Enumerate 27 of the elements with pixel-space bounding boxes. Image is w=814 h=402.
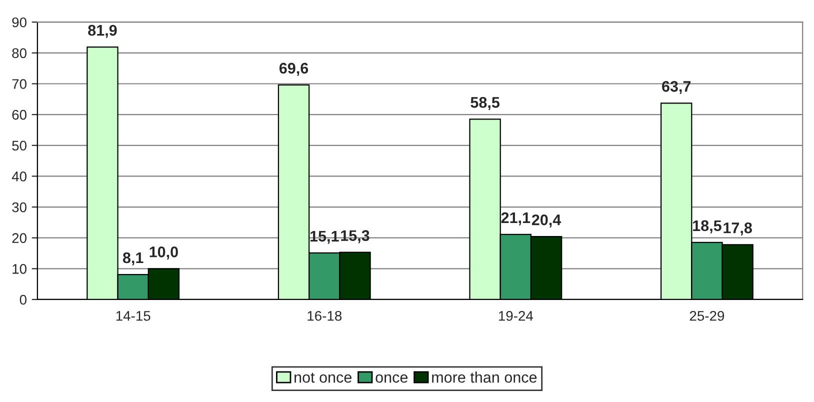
data-label: 58,5 [470,97,500,110]
data-label: 21,1 [501,212,530,226]
data-label: 81,9 [88,24,117,38]
data-label: 10,0 [150,246,178,260]
x-tick-label: 14-15 [116,311,150,321]
y-tick-label: 70 [12,79,26,89]
legend-label: once [376,374,408,383]
data-label: 20,4 [532,214,562,228]
data-label: 17,8 [724,222,752,236]
x-tick-label: 25-29 [690,310,724,321]
data-label: 8,1 [122,252,144,266]
y-tick-label: 0 [20,294,26,305]
data-label: 69,6 [279,62,308,76]
legend-label: not once [294,372,352,383]
y-tick-label: 90 [12,17,26,28]
y-tick-label: 50 [12,140,26,151]
y-tick-label: 40 [12,172,26,182]
y-tick-label: 80 [12,48,26,58]
data-label: 63,7 [662,80,691,94]
y-tick-label: 30 [12,202,26,212]
y-tick-label: 20 [12,233,26,244]
x-tick-label: 19-24 [498,310,534,321]
y-tick-label: 60 [12,110,26,120]
y-tick-label: 10 [12,264,26,274]
x-tick-label: 16-18 [308,310,342,321]
data-label: 18,5 [693,220,722,234]
legend-label: more than once [432,372,537,383]
